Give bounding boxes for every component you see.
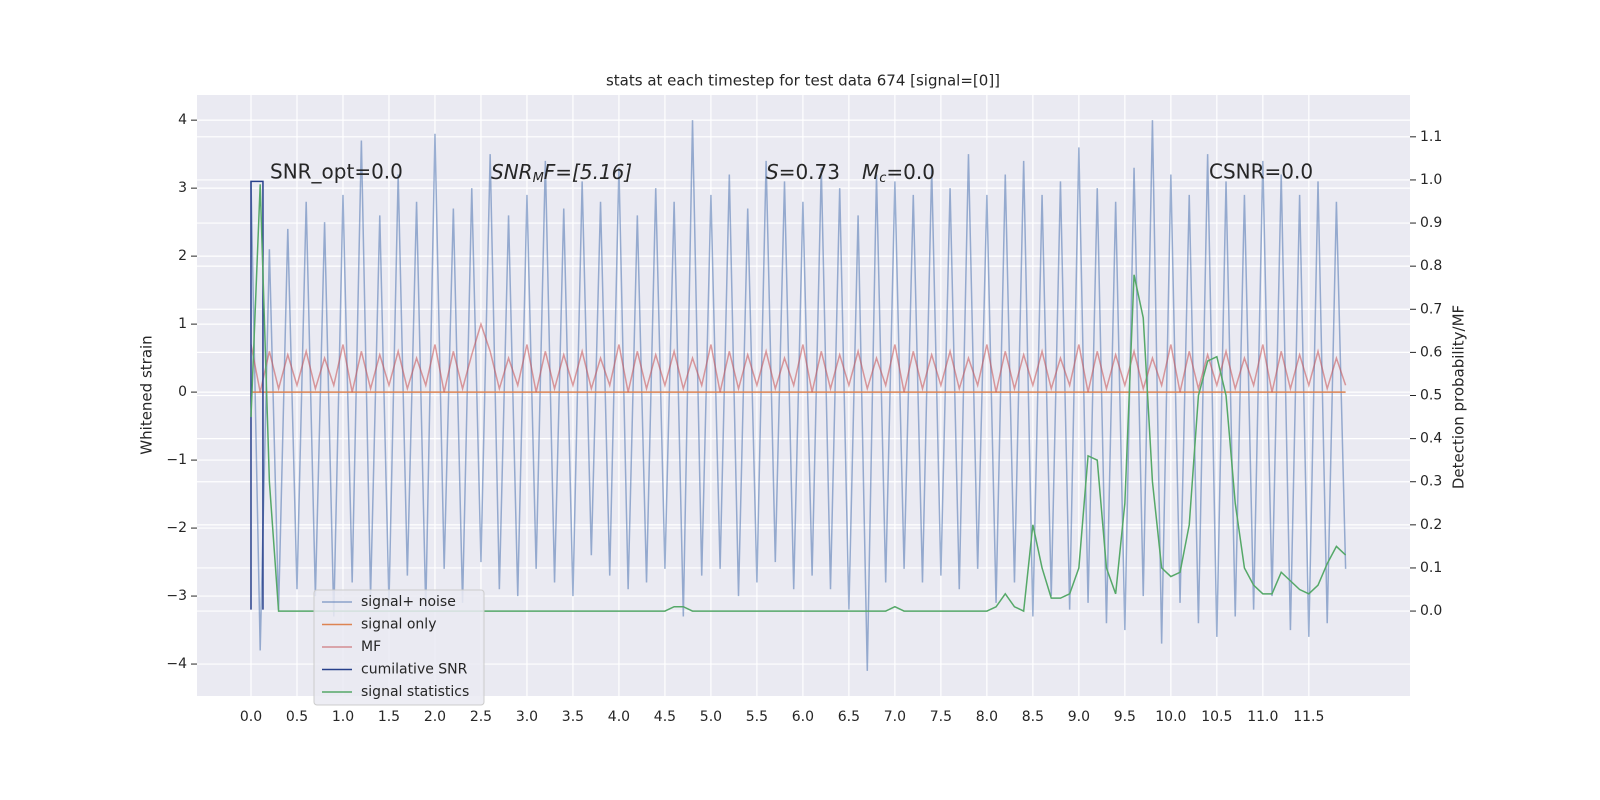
- y2-tick-label: 0.5: [1420, 388, 1442, 404]
- y2-tick-label: 0.4: [1420, 431, 1442, 447]
- annotation: S=0.73 Mc=0.0: [766, 160, 935, 186]
- x-tick-label: 3.5: [562, 709, 584, 725]
- y2-tick-label: 1.0: [1420, 172, 1442, 188]
- x-tick-label: 8.5: [1022, 709, 1044, 725]
- x-tick-label: 10.5: [1201, 709, 1232, 725]
- x-tick-label: 11.5: [1293, 709, 1324, 725]
- x-tick-label: 0.0: [240, 709, 262, 725]
- y2-tick-label: 1.1: [1420, 129, 1442, 145]
- y2-tick-label: 0.7: [1420, 301, 1442, 317]
- axes: 0.0 0.5 1.0 1.5 2.0 2.5 3.0 3.5 4.0 4.5 5.0 5.5 6.0 6…: [166, 112, 1442, 725]
- y-tick-label: 2: [178, 248, 187, 264]
- x-tick-label: 11.0: [1247, 709, 1278, 725]
- annotation: SNRMF=[5.16]: [491, 160, 632, 186]
- x-tick-label: 1.0: [332, 709, 354, 725]
- y-tick-label: 1: [178, 316, 187, 332]
- x-tick-label: 2.5: [470, 709, 492, 725]
- x-tick-label: 8.0: [976, 709, 998, 725]
- x-tick-label: 1.5: [378, 709, 400, 725]
- annotation: CSNR=0.0: [1209, 160, 1313, 184]
- x-tick-label: 6.5: [838, 709, 860, 725]
- legend-label: signal statistics: [361, 684, 469, 700]
- legend-label: cumilative SNR: [361, 662, 468, 678]
- series-line: [250, 120, 1347, 671]
- y-tick-label: −1: [166, 452, 187, 468]
- series-line: [250, 180, 264, 610]
- annotation-part: F=[5.16]: [544, 160, 632, 184]
- annotation-part: =0.73: [779, 160, 840, 184]
- x-tick-label: 4.0: [608, 709, 630, 725]
- legend-box: [313, 589, 485, 706]
- annotation-part: c: [879, 171, 886, 186]
- y-tick-label: 0: [178, 384, 187, 400]
- x-tick-label: 9.5: [1114, 709, 1136, 725]
- y2-tick-label: 0.1: [1420, 560, 1442, 576]
- x-tick-label: 3.0: [516, 709, 538, 725]
- y2-tick-label: 0.0: [1420, 603, 1442, 619]
- x-tick-label: 5.0: [700, 709, 722, 725]
- x-tick-label: 2.0: [424, 709, 446, 725]
- x-tick-label: 0.5: [286, 709, 308, 725]
- y-axis-label: Whitened strain: [138, 335, 156, 454]
- annotation-part: SNR: [491, 160, 533, 184]
- y2-tick-label: 0.2: [1420, 517, 1442, 533]
- x-tick-label: 7.5: [930, 709, 952, 725]
- x-tick-label: 6.0: [792, 709, 814, 725]
- y-tick-label: 4: [178, 112, 187, 128]
- y2-axis-label: Detection probability/MF: [1450, 305, 1468, 489]
- annotation: SNR_opt=0.0: [270, 160, 403, 184]
- legend: signal+ noise signal only MF cumilative SNR…: [313, 589, 485, 706]
- legend-label: signal only: [361, 617, 436, 633]
- annotation-part: M: [862, 160, 879, 184]
- y2-tick-label: 0.9: [1420, 215, 1442, 231]
- y-tick-label: −2: [166, 520, 187, 536]
- y2-tick-label: 0.8: [1420, 258, 1442, 274]
- legend-label: MF: [361, 639, 381, 655]
- y-tick-label: −3: [166, 588, 187, 604]
- x-tick-label: 9.0: [1068, 709, 1090, 725]
- x-tick-label: 5.5: [746, 709, 768, 725]
- x-tick-label: 4.5: [654, 709, 676, 725]
- y-tick-label: −4: [166, 656, 187, 672]
- x-tick-label: 10.0: [1155, 709, 1186, 725]
- legend-label: signal+ noise: [361, 594, 456, 610]
- y2-tick-label: 0.6: [1420, 344, 1442, 360]
- annotation-part: S: [766, 160, 779, 184]
- annotation-part: M: [533, 171, 544, 186]
- series-line: [250, 321, 1347, 393]
- chart-title: stats at each timestep for test data 674…: [606, 72, 1000, 90]
- x-tick-label: 7.0: [884, 709, 906, 725]
- y2-tick-label: 0.3: [1420, 474, 1442, 490]
- y-tick-label: 3: [178, 180, 187, 196]
- annotation-part: =0.0: [886, 160, 935, 184]
